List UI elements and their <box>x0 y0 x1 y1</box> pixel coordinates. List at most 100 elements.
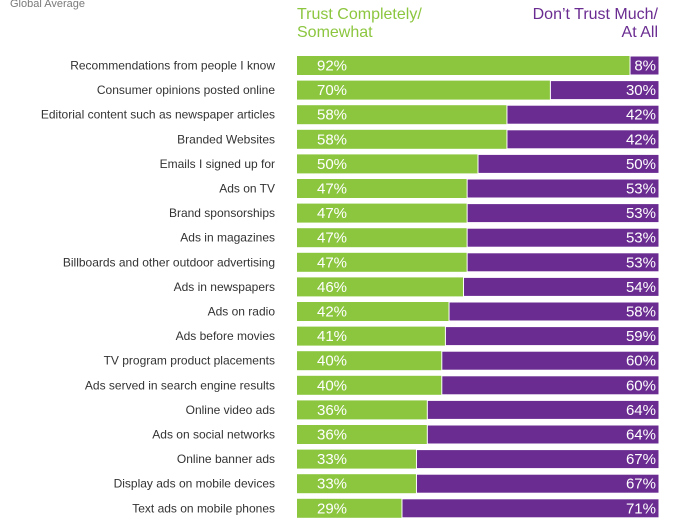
trust-bar <box>297 302 450 321</box>
legend-distrust: Don’t Trust Much/ At All <box>533 6 658 42</box>
distrust-value-label: 64% <box>626 402 656 419</box>
trust-bar <box>297 474 417 494</box>
distrust-bar <box>466 252 660 273</box>
distrust-bar <box>466 227 660 248</box>
category-label: Ads on social networks <box>152 428 275 442</box>
bar-row: Recommendations from people I know 92% 8% <box>70 55 660 76</box>
category-label: Display ads on mobile devices <box>114 477 275 491</box>
legend-trust-line1: Trust Completely/ <box>297 6 422 23</box>
trust-value-label: 58% <box>317 131 347 148</box>
category-label: Recommendations from people I know <box>70 59 275 73</box>
distrust-bar <box>415 473 660 494</box>
trust-value-label: 92% <box>317 58 347 75</box>
distrust-value-label: 53% <box>626 254 656 271</box>
legend-trust: Trust Completely/ Somewhat <box>297 6 422 42</box>
category-label: Ads in magazines <box>180 231 275 245</box>
bar-row: Billboards and other outdoor advertising… <box>63 252 660 273</box>
trust-value-label: 36% <box>317 427 347 444</box>
distrust-value-label: 42% <box>626 131 656 148</box>
distrust-value-label: 60% <box>626 353 656 370</box>
bar-row: Consumer opinions posted online 70% 30% <box>97 80 660 101</box>
trust-bar <box>297 252 468 272</box>
trust-bar <box>297 498 402 518</box>
distrust-value-label: 50% <box>626 156 656 173</box>
trust-value-label: 36% <box>317 402 347 419</box>
bar-row: Emails I signed up for 50% 50% <box>160 153 660 174</box>
trust-bar <box>297 375 442 395</box>
category-label: Branded Websites <box>177 132 275 146</box>
trust-value-label: 41% <box>317 328 347 345</box>
trust-bar <box>297 277 464 297</box>
bar-row: Ads before movies 41% 59% <box>176 326 660 347</box>
trust-value-label: 70% <box>317 82 347 99</box>
trust-value-label: 47% <box>317 230 347 247</box>
distrust-bar <box>448 301 660 322</box>
distrust-value-label: 67% <box>626 476 656 493</box>
bar-row: Display ads on mobile devices 33% 67% <box>114 473 660 494</box>
trust-value-label: 40% <box>317 353 347 370</box>
distrust-bar <box>477 153 660 174</box>
distrust-bar <box>444 326 660 347</box>
bar-row: Online video ads 36% 64% <box>186 399 660 420</box>
distrust-value-label: 53% <box>626 205 656 222</box>
distrust-value-label: 58% <box>626 304 656 321</box>
bar-row: Ads served in search engine results 40% 60… <box>85 375 660 396</box>
category-label: Billboards and other outdoor advertising <box>63 255 275 269</box>
trust-value-label: 47% <box>317 205 347 222</box>
bar-row: Ads on TV 47% 53% <box>219 178 660 199</box>
distrust-value-label: 42% <box>626 107 656 124</box>
distrust-bar <box>401 498 660 518</box>
trust-bar <box>297 449 417 469</box>
distrust-bar <box>415 449 660 470</box>
distrust-value-label: 53% <box>626 230 656 247</box>
bar-row: Ads in newspapers 46% 54% <box>174 276 660 297</box>
distrust-bar <box>426 399 660 420</box>
bar-row: Text ads on mobile phones 29% 71% <box>132 498 660 518</box>
distrust-bar <box>629 55 660 76</box>
bar-row: Branded Websites 58% 42% <box>177 129 660 150</box>
distrust-value-label: 59% <box>626 328 656 345</box>
trust-value-label: 29% <box>317 500 347 517</box>
distrust-bar <box>506 104 660 125</box>
bar-row: Online banner ads 33% 67% <box>177 449 660 470</box>
legend-trust-line2: Somewhat <box>297 24 373 41</box>
bar-row: Brand sponsorships 47% 53% <box>169 203 660 224</box>
chart-subtitle: Global Average <box>10 0 86 10</box>
category-label: Ads on TV <box>219 182 275 196</box>
category-label: Online banner ads <box>177 452 275 466</box>
trust-value-label: 33% <box>317 451 347 468</box>
distrust-value-label: 30% <box>626 82 656 99</box>
trust-value-label: 33% <box>317 476 347 493</box>
distrust-value-label: 67% <box>626 451 656 468</box>
distrust-bar <box>426 424 660 445</box>
distrust-bar <box>463 276 660 297</box>
bar-row: TV program product placements 40% 60% <box>104 350 660 371</box>
category-label: Text ads on mobile phones <box>132 501 275 515</box>
distrust-value-label: 64% <box>626 427 656 444</box>
distrust-value-label: 8% <box>634 58 656 75</box>
trust-value-label: 50% <box>317 156 347 173</box>
trust-bar <box>297 179 468 198</box>
trust-value-label: 42% <box>317 304 347 321</box>
trust-bar <box>297 228 468 248</box>
legend-distrust-line1: Don’t Trust Much/ <box>532 6 658 23</box>
trust-value-label: 47% <box>317 254 347 271</box>
category-label: Ads served in search engine results <box>85 378 275 392</box>
distrust-bar <box>506 129 660 150</box>
category-label: Ads before movies <box>176 329 275 343</box>
trust-value-label: 47% <box>317 181 347 198</box>
legend-distrust-line2: At All <box>621 24 658 41</box>
category-label: Brand sponsorships <box>169 206 275 220</box>
distrust-bar <box>441 375 660 396</box>
trust-bar <box>297 129 507 149</box>
category-label: Emails I signed up for <box>160 157 275 171</box>
trust-bar <box>297 400 428 420</box>
distrust-value-label: 53% <box>626 181 656 198</box>
trust-bar <box>297 326 446 346</box>
trust-bar <box>297 80 551 100</box>
trust-bar <box>297 351 442 371</box>
distrust-bar <box>441 350 660 371</box>
trust-value-label: 58% <box>317 107 347 124</box>
trust-bar <box>297 56 631 75</box>
bar-row: Editorial content such as newspaper arti… <box>41 104 660 125</box>
